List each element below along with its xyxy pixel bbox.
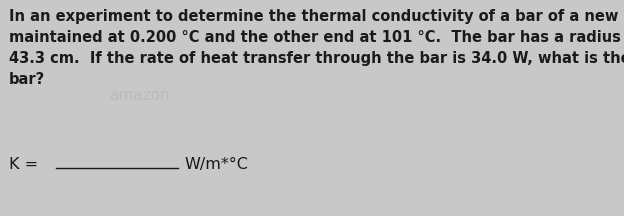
Text: In an experiment to determine the thermal conductivity of a bar of a new alloy, : In an experiment to determine the therma…	[9, 9, 624, 87]
Text: K =: K =	[9, 157, 38, 172]
Text: W/m*°C: W/m*°C	[184, 157, 248, 172]
Text: amazon: amazon	[109, 87, 170, 103]
